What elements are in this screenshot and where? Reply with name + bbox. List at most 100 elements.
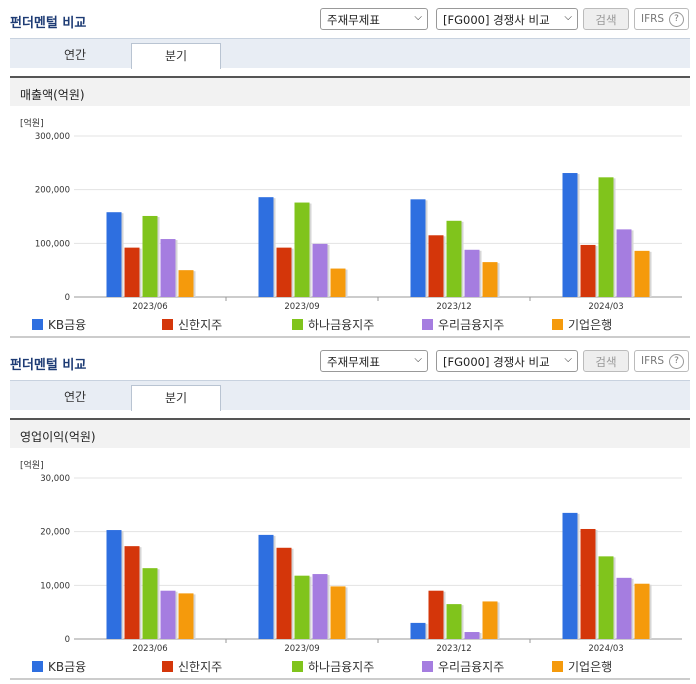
bar[interactable]	[276, 247, 292, 297]
legend-item-woori[interactable]: 우리금융지주	[422, 316, 504, 333]
search-button[interactable]: 검색	[583, 8, 629, 30]
fundamental-panel-revenue: 펀더멘털 비교 주재무제표 ⌵ [FG000] 경쟁사 비교 ⌵ 검색 IFRS? …	[0, 0, 696, 338]
y-tick-label: 200,000	[35, 186, 70, 196]
bar[interactable]	[634, 583, 650, 639]
panel-header: 펀더멘털 비교 주재무제표 ⌵ [FG000] 경쟁사 비교 ⌵ 검색 IFRS?	[0, 0, 696, 36]
bar[interactable]	[142, 568, 158, 639]
bar[interactable]	[124, 247, 140, 297]
y-tick-label: 20,000	[40, 528, 70, 538]
legend-swatch	[422, 319, 433, 330]
bar[interactable]	[294, 202, 310, 297]
bar[interactable]	[634, 250, 650, 297]
bar[interactable]	[562, 512, 578, 639]
chart-subtitle: 매출액(억원)	[10, 76, 690, 106]
bar[interactable]	[124, 546, 140, 639]
legend-item-kb[interactable]: KB금융	[32, 316, 86, 333]
bar[interactable]	[580, 528, 596, 639]
x-tick-label: 2024/03	[588, 644, 623, 652]
legend-item-hana[interactable]: 하나금융지주	[292, 658, 374, 675]
legend-item-shinhan[interactable]: 신한지주	[162, 658, 222, 675]
tab-annual[interactable]: 연간	[63, 48, 87, 62]
chevron-down-icon: ⌵	[564, 12, 572, 23]
legend-item-kb[interactable]: KB금융	[32, 658, 86, 675]
legend-item-woori[interactable]: 우리금융지주	[422, 658, 504, 675]
search-button[interactable]: 검색	[583, 350, 629, 372]
bar[interactable]	[446, 604, 462, 639]
bar[interactable]	[464, 632, 480, 639]
legend-swatch	[32, 319, 43, 330]
report-type-select[interactable]: 주재무제표 ⌵	[320, 350, 428, 372]
chart-legend: KB금융 신한지주 하나금융지주 우리금융지주 기업은행	[10, 658, 690, 674]
bar[interactable]	[178, 593, 194, 639]
ifrs-button[interactable]: IFRS?	[634, 350, 689, 372]
bar[interactable]	[580, 244, 596, 297]
chevron-down-icon: ⌵	[564, 354, 572, 365]
help-icon: ?	[669, 12, 684, 27]
bar[interactable]	[616, 229, 632, 297]
bar[interactable]	[428, 590, 444, 639]
compare-select[interactable]: [FG000] 경쟁사 비교 ⌵	[436, 350, 578, 372]
bar[interactable]	[258, 197, 274, 297]
revenue-chart: [억원] 0 100,000 200,000 300,000 2023/06 2023/09…	[10, 110, 690, 338]
legend-swatch	[162, 661, 173, 672]
y-unit-label: [억원]	[20, 459, 44, 471]
bar[interactable]	[482, 601, 498, 639]
compare-select[interactable]: [FG000] 경쟁사 비교 ⌵	[436, 8, 578, 30]
legend-swatch	[552, 319, 563, 330]
panel-header: 펀더멘털 비교 주재무제표 ⌵ [FG000] 경쟁사 비교 ⌵ 검색 IFRS?	[0, 342, 696, 378]
bar[interactable]	[160, 590, 176, 639]
fundamental-panel-operating-income: 펀더멘털 비교 주재무제표 ⌵ [FG000] 경쟁사 비교 ⌵ 검색 IFRS? …	[0, 342, 696, 684]
legend-swatch	[292, 661, 303, 672]
bar[interactable]	[598, 177, 614, 297]
chevron-down-icon: ⌵	[414, 12, 422, 23]
tab-quarterly[interactable]: 분기	[131, 385, 221, 411]
y-tick-label: 30,000	[40, 474, 70, 484]
bar[interactable]	[106, 212, 122, 297]
bar[interactable]	[446, 220, 462, 297]
report-type-select[interactable]: 주재무제표 ⌵	[320, 8, 428, 30]
bar[interactable]	[312, 574, 328, 639]
bar[interactable]	[464, 249, 480, 297]
bar[interactable]	[106, 530, 122, 639]
legend-swatch	[552, 661, 563, 672]
bar[interactable]	[294, 575, 310, 639]
y-unit-label: [억원]	[20, 117, 44, 129]
tab-quarterly[interactable]: 분기	[131, 43, 221, 69]
bar[interactable]	[562, 173, 578, 297]
x-tick-label: 2023/12	[436, 302, 471, 310]
chart-legend: KB금융 신한지주 하나금융지주 우리금융지주 기업은행	[10, 316, 690, 332]
legend-item-shinhan[interactable]: 신한지주	[162, 316, 222, 333]
bar[interactable]	[410, 199, 426, 297]
divider	[10, 336, 690, 338]
bar[interactable]	[482, 262, 498, 297]
bar[interactable]	[276, 547, 292, 639]
bar[interactable]	[428, 235, 444, 297]
bar[interactable]	[178, 270, 194, 297]
y-tick-label: 0	[65, 293, 70, 303]
legend-item-ibk[interactable]: 기업은행	[552, 316, 612, 333]
tab-annual[interactable]: 연간	[63, 390, 87, 404]
panel-title: 펀더멘털 비교	[10, 16, 87, 31]
legend-item-ibk[interactable]: 기업은행	[552, 658, 612, 675]
y-tick-label: 10,000	[40, 581, 70, 591]
period-tabs: 연간 분기	[10, 380, 690, 411]
bar[interactable]	[616, 577, 632, 639]
x-tick-label: 2023/12	[436, 644, 471, 652]
x-tick-label: 2023/06	[132, 644, 167, 652]
chart-subtitle: 영업이익(억원)	[10, 418, 690, 448]
x-tick-label: 2023/06	[132, 302, 167, 310]
legend-swatch	[32, 661, 43, 672]
y-tick-label: 0	[65, 635, 70, 645]
bar[interactable]	[598, 556, 614, 639]
revenue-chart-svg: [억원] 0 100,000 200,000 300,000 2023/06 2023/09…	[20, 117, 682, 312]
bar[interactable]	[142, 215, 158, 297]
ifrs-button[interactable]: IFRS?	[634, 8, 689, 30]
bar[interactable]	[330, 268, 346, 297]
bar[interactable]	[312, 243, 328, 297]
bar[interactable]	[160, 239, 176, 297]
legend-swatch	[292, 319, 303, 330]
bar[interactable]	[258, 534, 274, 639]
legend-item-hana[interactable]: 하나금융지주	[292, 316, 374, 333]
bar[interactable]	[410, 622, 426, 639]
bar[interactable]	[330, 586, 346, 639]
